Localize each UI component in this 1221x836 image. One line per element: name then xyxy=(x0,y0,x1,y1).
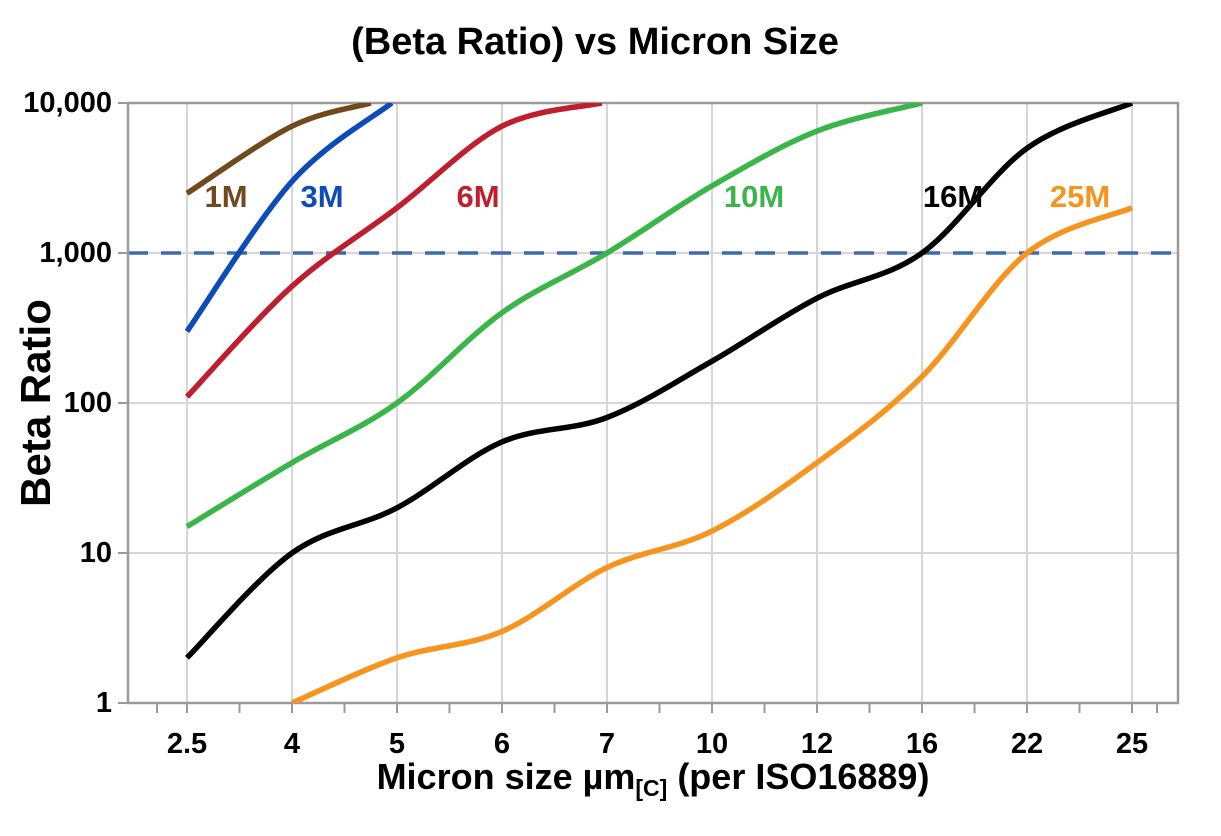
y-tick-label-10000: 10,000 xyxy=(23,87,112,119)
series-label-25M: 25M xyxy=(1050,179,1110,214)
x-axis-title-subscript: [C] xyxy=(635,775,668,801)
series-label-16M: 16M xyxy=(923,179,983,214)
x-axis-title-main: Micron size µm xyxy=(376,756,636,797)
x-tick-label-5: 5 xyxy=(388,728,406,760)
y-tick-label-1000: 1,000 xyxy=(39,237,112,269)
y-tick-label-1: 1 xyxy=(95,687,112,719)
x-tick-label-4: 4 xyxy=(283,728,301,760)
curve-6M xyxy=(185,103,603,399)
x-tick-label-10: 10 xyxy=(695,728,729,760)
series-label-10M: 10M xyxy=(724,179,784,214)
chart-title: (Beta Ratio) vs Micron Size xyxy=(351,21,839,63)
y-tick-label-100: 100 xyxy=(63,387,112,419)
x-tick-label-6: 6 xyxy=(493,728,511,760)
series-label-1M: 1M xyxy=(204,179,247,214)
x-tick-label-12: 12 xyxy=(800,728,834,760)
x-tick-label-25: 25 xyxy=(1115,728,1149,760)
x-tick-label-22: 22 xyxy=(1010,728,1044,760)
curve-16M xyxy=(185,103,1134,660)
y-tick-label-10: 10 xyxy=(79,537,112,569)
curve-10M xyxy=(185,103,923,529)
curve-3M xyxy=(184,103,394,333)
curve-1M xyxy=(185,103,372,196)
x-axis-title: Micron size µm[C] (per ISO16889) xyxy=(128,756,1178,801)
x-axis-title-suffix: (per ISO16889) xyxy=(667,756,930,797)
series-label-6M: 6M xyxy=(456,179,499,214)
x-tick-label-7: 7 xyxy=(598,728,616,760)
x-tick-label-16: 16 xyxy=(905,728,939,760)
curve-25M xyxy=(290,205,1134,703)
series-label-3M: 3M xyxy=(300,179,343,214)
x-tick-label-2p5: 2.5 xyxy=(166,728,208,760)
